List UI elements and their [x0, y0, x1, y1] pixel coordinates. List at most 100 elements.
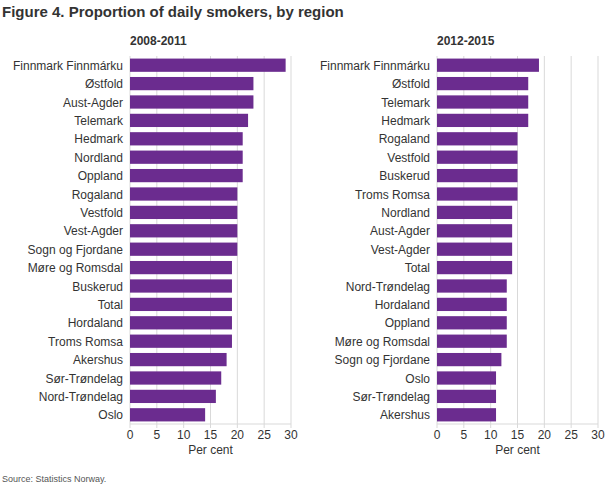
panel: 2012-2015051015202530Per centFinnmark Fi…: [320, 34, 605, 457]
tick-label: 25: [257, 428, 271, 442]
tick-label: 0: [434, 428, 441, 442]
bars: [130, 59, 286, 422]
category-label: Finnmark Finnmárku: [13, 59, 123, 73]
figure-title: Figure 4. Proportion of daily smokers, b…: [2, 3, 344, 20]
bar: [437, 59, 539, 72]
grid-line: [598, 56, 599, 428]
bar: [130, 224, 237, 237]
bar: [437, 114, 528, 127]
category-label: Oppland: [385, 316, 430, 330]
bar: [437, 151, 518, 164]
grid-line: [544, 56, 545, 428]
bar: [130, 408, 205, 421]
axis-label: Per cent: [188, 443, 233, 457]
bar: [130, 243, 237, 256]
bar: [437, 279, 507, 292]
category-label: Total: [405, 261, 430, 275]
tick-label: 30: [284, 428, 298, 442]
source: Source: Statistics Norway.: [2, 474, 106, 484]
grid-line: [517, 56, 518, 428]
bar: [437, 243, 512, 256]
tick-label: 20: [538, 428, 552, 442]
bar: [130, 95, 253, 108]
panel-title: 2008-2011: [130, 34, 187, 48]
category-label: Møre og Romsdal: [28, 261, 123, 275]
category-label: Østfold: [392, 77, 430, 91]
category-label: Østfold: [85, 77, 123, 91]
bar: [130, 59, 286, 72]
category-label: Akershus: [73, 353, 123, 367]
bar: [437, 353, 501, 366]
bar: [130, 187, 237, 200]
bar: [130, 298, 232, 311]
category-label: Hedmark: [381, 114, 431, 128]
axis-label: Per cent: [495, 443, 540, 457]
bar: [437, 224, 512, 237]
bar: [130, 279, 232, 292]
bar: [437, 206, 512, 219]
bar: [437, 132, 518, 145]
tick-label: 25: [564, 428, 578, 442]
category-label: Sør-Trøndelag: [45, 372, 123, 386]
category-label: Buskerud: [379, 169, 430, 183]
category-label: Rogaland: [72, 188, 123, 202]
tick-label: 0: [127, 428, 134, 442]
category-label: Nordland: [74, 151, 123, 165]
category-label: Vestfold: [387, 151, 430, 165]
category-label: Aust-Agder: [370, 224, 430, 238]
category-label: Troms Romsa: [355, 188, 430, 202]
category-label: Buskerud: [72, 280, 123, 294]
bar: [437, 187, 518, 200]
bar: [130, 206, 237, 219]
category-label: Total: [98, 298, 123, 312]
category-label: Hordaland: [375, 298, 430, 312]
grid-line: [291, 56, 292, 428]
bar: [437, 169, 518, 182]
bar: [437, 335, 507, 348]
bar: [437, 261, 512, 274]
category-label: Sogn og Fjordane: [335, 353, 431, 367]
category-label: Hordaland: [68, 316, 123, 330]
category-label: Nord-Trøndelag: [346, 280, 430, 294]
category-label: Hedmark: [74, 132, 124, 146]
category-label: Oppland: [78, 169, 123, 183]
category-label: Troms Romsa: [48, 335, 123, 349]
axis-line: [437, 424, 598, 425]
category-label: Møre og Romsdal: [335, 335, 430, 349]
category-label: Telemark: [381, 96, 431, 110]
grid-line: [237, 56, 238, 428]
bar: [130, 151, 243, 164]
category-label: Rogaland: [379, 132, 430, 146]
category-label: Sogn og Fjordane: [28, 243, 124, 257]
category-label: Nord-Trøndelag: [39, 390, 123, 404]
bar: [437, 298, 507, 311]
tick-label: 15: [511, 428, 525, 442]
bar: [130, 77, 253, 90]
tick-label: 10: [484, 428, 498, 442]
category-label: Telemark: [74, 114, 124, 128]
bars: [437, 59, 539, 422]
bar: [130, 169, 243, 182]
category-label: Vest-Agder: [64, 224, 123, 238]
tick-label: 20: [231, 428, 245, 442]
category-label: Finnmark Finnmárku: [320, 59, 430, 73]
background: [0, 0, 610, 488]
bar: [130, 114, 248, 127]
tick-label: 15: [204, 428, 218, 442]
panel-title: 2012-2015: [437, 34, 495, 48]
category-label: Aust-Agder: [63, 96, 123, 110]
tick-label: 10: [177, 428, 191, 442]
category-label: Oslo: [98, 408, 123, 422]
grid-line: [264, 56, 265, 428]
category-label: Vestfold: [80, 206, 123, 220]
category-label: Oslo: [405, 372, 430, 386]
bar: [437, 77, 528, 90]
category-label: Akershus: [380, 408, 430, 422]
bar: [437, 95, 528, 108]
bar: [130, 132, 243, 145]
bar: [130, 316, 232, 329]
bar: [130, 335, 232, 348]
tick-label: 5: [460, 428, 467, 442]
category-label: Nordland: [381, 206, 430, 220]
category-label: Sør-Trøndelag: [352, 390, 430, 404]
